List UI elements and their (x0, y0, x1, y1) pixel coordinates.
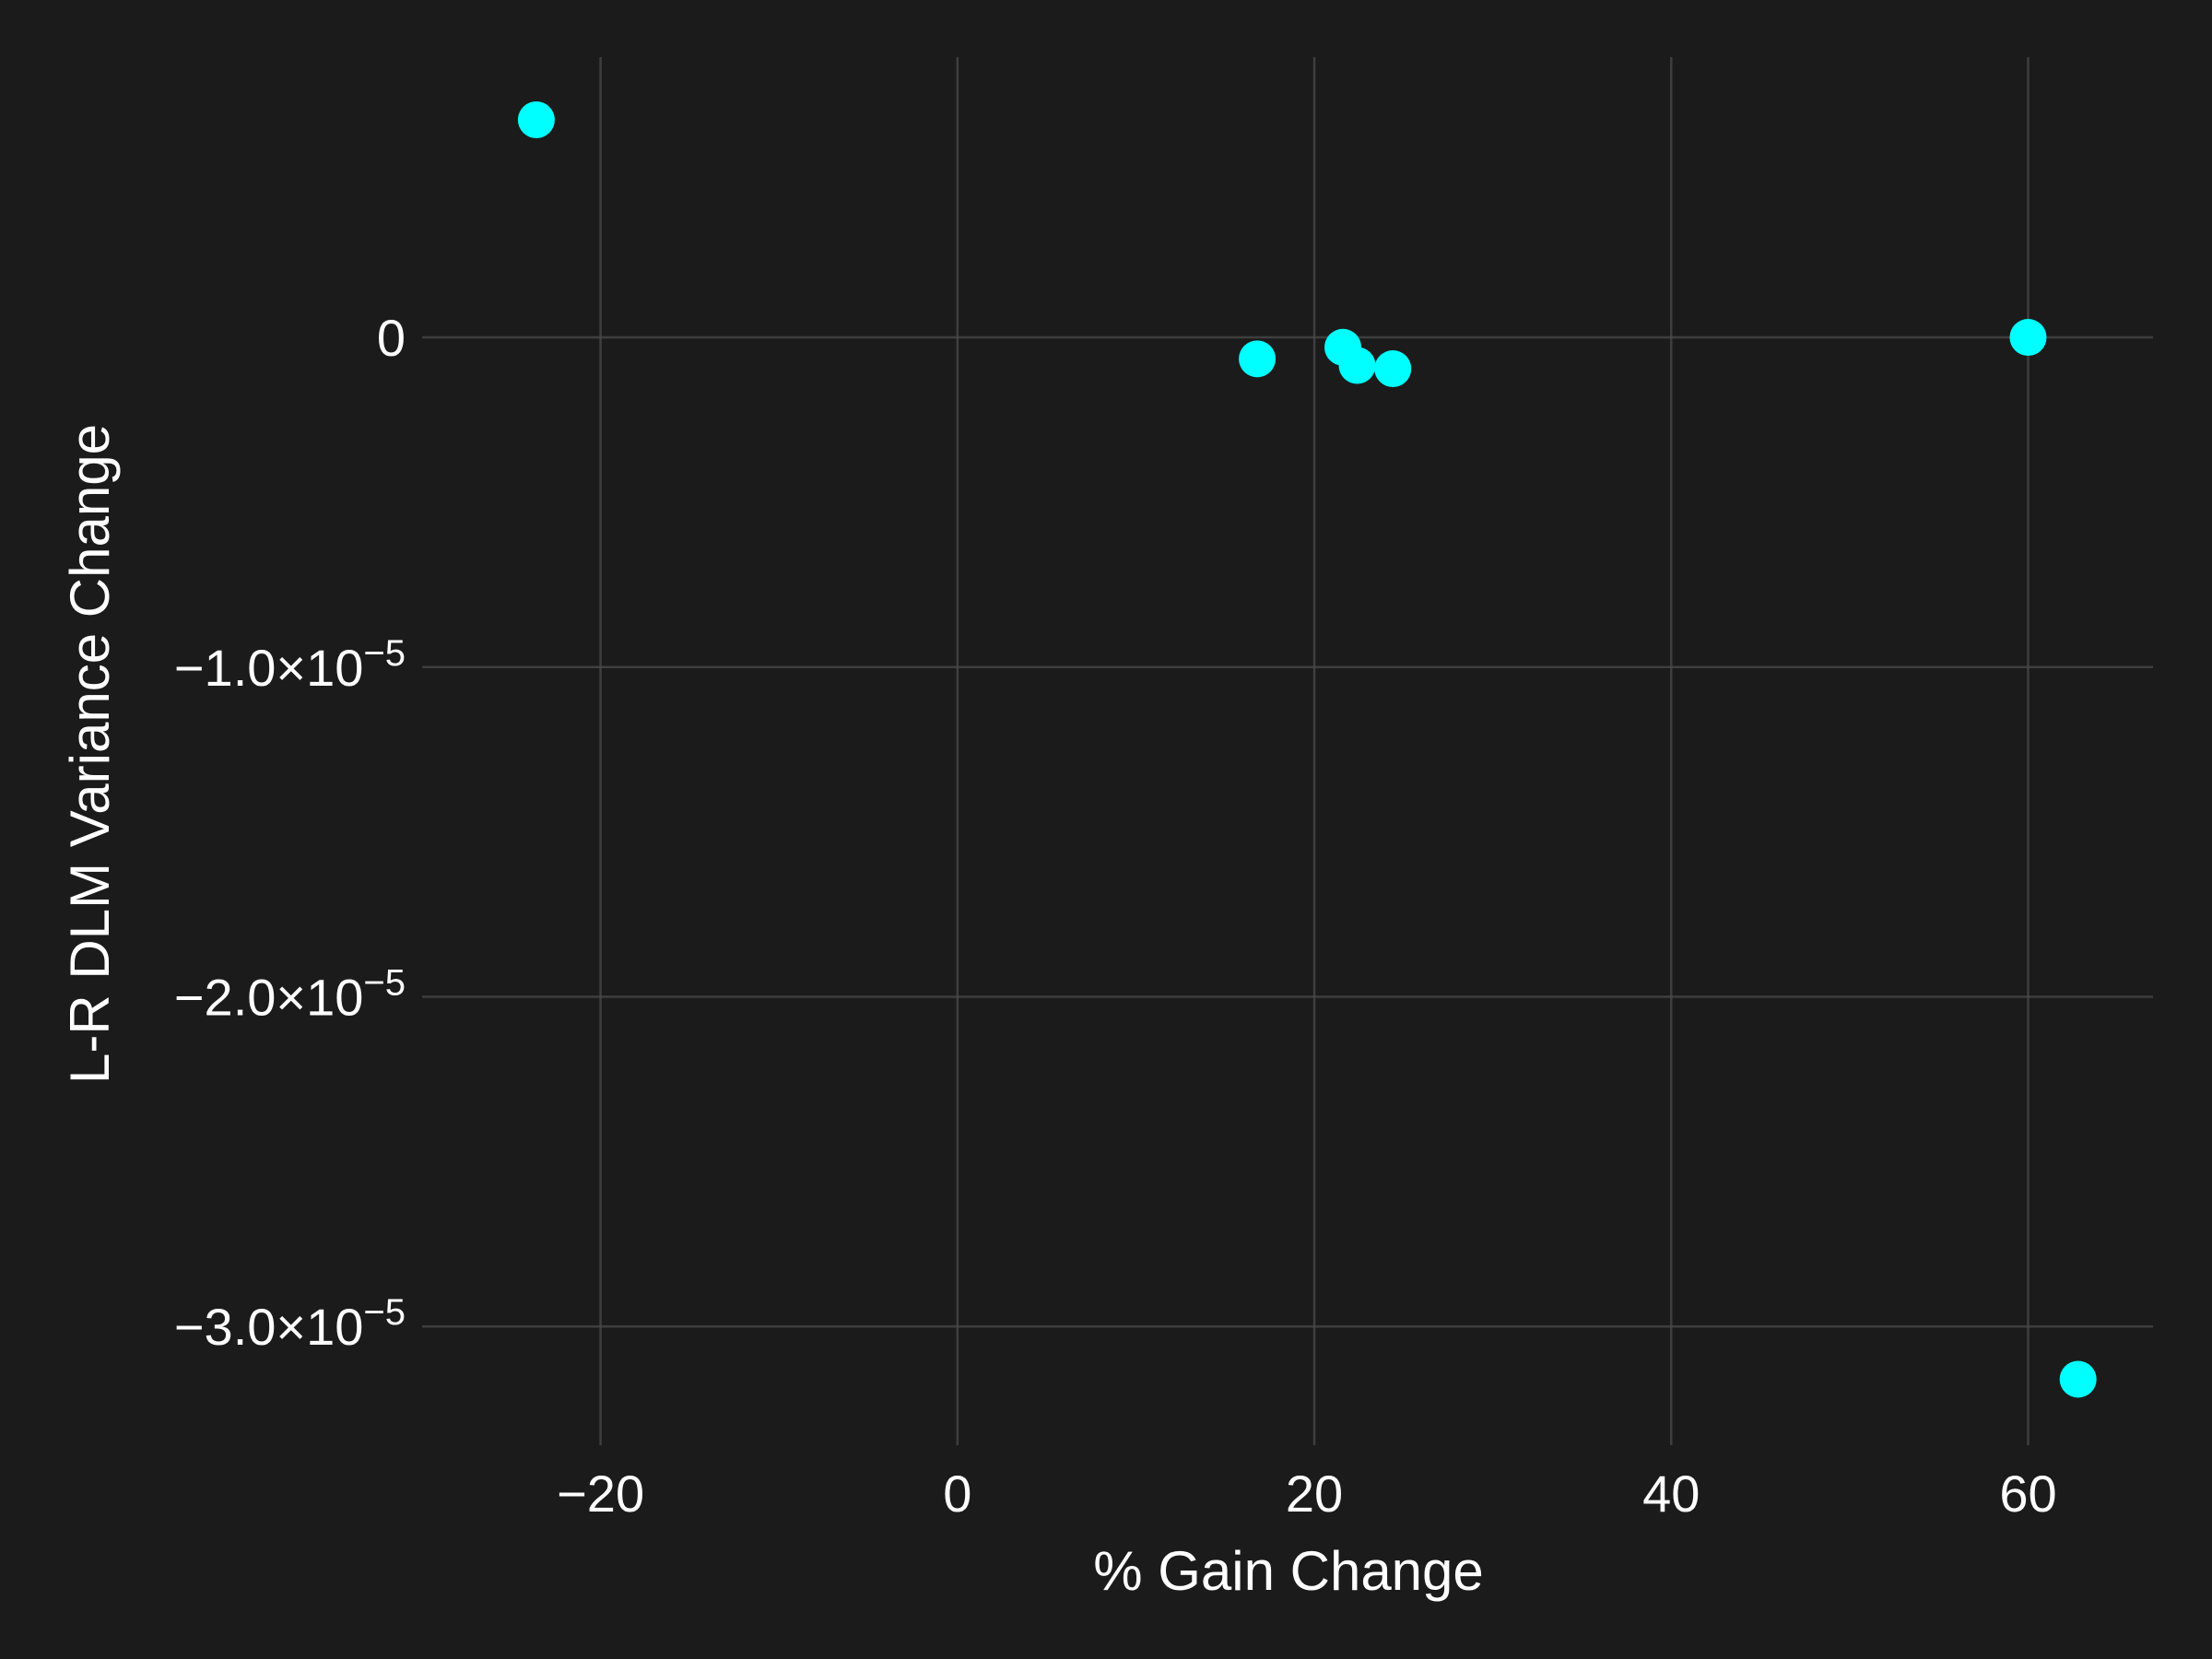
y-tick-label: −1.0×10−5 (174, 633, 406, 697)
y-tick-mantissa: −2.0×10 (174, 969, 364, 1027)
y-tick-exponent: −5 (363, 963, 406, 1004)
x-tick-label: 60 (1999, 1465, 2056, 1523)
x-axis-title: % Gain Change (1093, 1540, 1484, 1602)
y-tick-mantissa: −3.0×10 (174, 1298, 364, 1356)
x-tick-label: −20 (557, 1465, 644, 1523)
y-tick-label: −2.0×10−5 (174, 963, 406, 1027)
data-points (517, 100, 2097, 1398)
y-tick-exponent: −5 (363, 633, 406, 674)
x-tick-label: 0 (943, 1465, 971, 1523)
y-tick-mantissa: 0 (377, 309, 406, 367)
x-gridlines (599, 57, 2030, 1445)
scatter-point (1374, 350, 1412, 388)
y-tick-exponent: −5 (363, 1292, 406, 1333)
x-tick-label: 20 (1286, 1465, 1343, 1523)
y-tick-label: −3.0×10−5 (174, 1292, 406, 1356)
y-tick-labels: 0−1.0×10−5−2.0×10−5−3.0×10−5 (174, 309, 406, 1356)
scatter-point (2009, 319, 2047, 357)
scatter-point (1338, 347, 1376, 384)
y-axis-title: L-R DLM Variance Change (59, 424, 121, 1084)
scatter-point (2059, 1360, 2097, 1398)
scatter-point (517, 100, 555, 138)
x-tick-label: 40 (1642, 1465, 1700, 1523)
y-tick-mantissa: −1.0×10 (174, 639, 364, 697)
x-tick-labels: −20 0 20 40 60 (557, 1465, 2057, 1523)
y-tick-label: 0 (377, 309, 406, 367)
y-gridlines (422, 335, 2153, 1328)
scatter-point (1239, 340, 1277, 378)
